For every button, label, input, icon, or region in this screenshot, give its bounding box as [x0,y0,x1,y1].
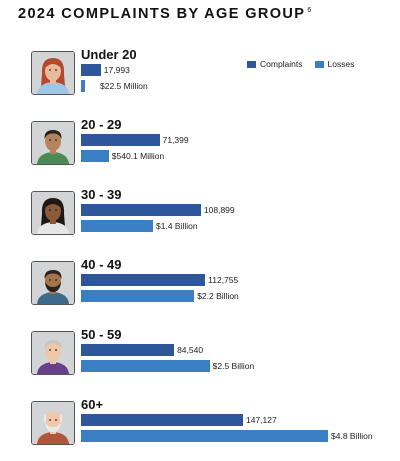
legend: Complaints Losses [247,59,366,69]
age-group-2: 30 - 39 108,899 $1.4 Billion [0,187,400,251]
person-avatar-icon [31,331,75,375]
legend-item-losses: Losses [314,59,355,69]
legend-label-losses: Losses [327,59,355,69]
age-group-5: 60+ 147,127 $4.8 Billion [0,397,400,461]
complaints-value-label: 147,127 [246,415,277,425]
legend-swatch-losses [314,60,324,68]
person-avatar-icon [31,261,75,305]
legend-swatch-complaints [247,60,256,68]
complaints-bar [81,134,160,146]
complaints-value-label: 112,755 [208,275,239,285]
complaints-bar [81,274,206,286]
losses-bar [81,290,195,302]
age-group-3: 40 - 49 112,755 $2.2 Billion [0,257,400,321]
losses-value-label: $2.2 Billion [197,291,239,301]
person-avatar-icon [31,51,75,95]
chart-title: 2024 COMPLAINTS BY AGE GROUP 6 [18,6,312,22]
age-group-label: 30 - 39 [81,187,122,202]
complaints-bar [81,64,101,76]
complaints-bar [81,344,175,356]
losses-value-label: $1.4 Billion [156,221,198,231]
losses-bar [81,360,210,372]
legend-item-complaints: Complaints [247,59,303,69]
losses-bar [81,430,328,442]
age-group-label: 20 - 29 [81,117,122,132]
legend-label-complaints: Complaints [260,59,303,69]
complaints-value-label: 84,540 [177,345,204,355]
complaints-value-label: 71,399 [162,135,189,145]
age-group-4: 50 - 59 84,540 $2.5 Billion [0,327,400,391]
losses-bar [81,80,85,92]
age-group-label: 40 - 49 [81,257,122,272]
age-group-1: 20 - 29 71,399 $540.1 Million [0,117,400,181]
person-avatar-icon [31,121,75,165]
age-group-label: Under 20 [81,47,137,62]
age-group-label: 50 - 59 [81,327,122,342]
losses-value-label: $2.5 Billion [212,361,255,371]
losses-bar [81,220,154,232]
footnote-marker: 6 [307,7,312,14]
complaints-value-label: 17,993 [103,65,130,75]
complaints-value-label: 108,899 [203,205,235,215]
losses-value-label: $4.8 Billion [331,431,373,441]
age-group-0: Under 20 17,993 $22.5 Million [0,47,400,111]
age-group-label: 60+ [81,397,104,412]
complaints-bar [81,204,201,216]
losses-bar [81,150,109,162]
losses-value-label: $540.1 Million [111,151,165,161]
person-avatar-icon [31,191,75,235]
person-avatar-icon [31,401,75,445]
losses-value-label: $22.5 Million [100,81,148,91]
complaints-bar [81,414,243,426]
